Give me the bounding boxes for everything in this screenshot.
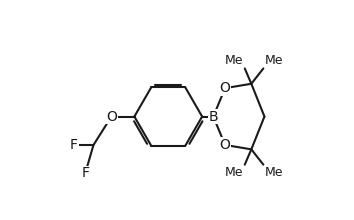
Text: O: O — [219, 138, 230, 152]
Text: O: O — [219, 81, 230, 95]
Text: Me: Me — [264, 166, 283, 179]
Text: F: F — [81, 166, 89, 180]
Text: O: O — [106, 110, 117, 124]
Text: Me: Me — [264, 54, 283, 67]
Text: Me: Me — [224, 54, 243, 67]
Text: B: B — [209, 110, 218, 124]
Text: Me: Me — [224, 166, 243, 179]
Text: F: F — [70, 138, 78, 152]
